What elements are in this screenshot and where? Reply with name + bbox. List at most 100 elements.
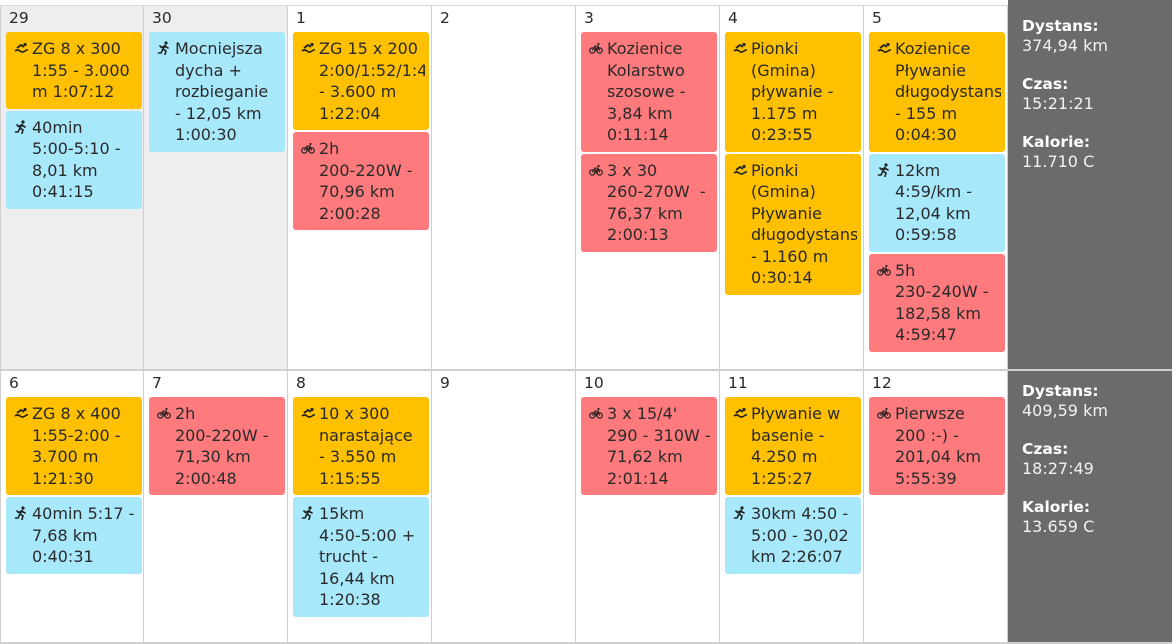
day-number: 29 (9, 9, 29, 27)
workout-text: Pływanie w basenie - 4.250 m 1:25:27 (751, 404, 841, 488)
workout-text: 2h 200-220W - 71,30 km 2:00:48 (175, 404, 269, 488)
bike-icon (589, 162, 603, 176)
workout-text: ZG 8 x 400 1:55-2:00 - 3.700 m 1:21:30 (32, 404, 121, 488)
bike-workout[interactable]: 3 x 15/4' 290 - 310W - 71,62 km 2:01:14 (581, 397, 717, 495)
swim-icon (877, 40, 892, 54)
bike-icon (157, 405, 171, 419)
workout-text: 40min 5:17 - 7,68 km 0:40:31 (32, 504, 135, 566)
day-number: 1 (296, 9, 306, 27)
swim-workout[interactable]: ZG 15 x 200 2:00/1:52/1:4 - 3.600 m 1:22… (293, 32, 429, 130)
day-cell[interactable]: 8 10 x 300 narastające - 3.550 m 1:15:55 1… (288, 371, 432, 644)
bike-icon (589, 405, 603, 419)
swim-workout[interactable]: Pionki (Gmina) Pływanie długodystans - 1… (725, 153, 861, 295)
previous-week-edge (0, 0, 1008, 6)
swim-icon (733, 40, 748, 54)
run-icon (733, 505, 747, 521)
workout-text: Kozienice Pływanie długodystans - 155 m … (895, 39, 1001, 144)
day-cell[interactable]: 4 Pionki (Gmina) pływanie - 1.175 m 0:23:… (720, 6, 864, 371)
day-number: 8 (296, 374, 306, 392)
distance-value: 374,94 km (1022, 36, 1108, 55)
time-value: 15:21:21 (1022, 94, 1094, 113)
run-icon (14, 505, 28, 521)
time-value: 18:27:49 (1022, 459, 1094, 478)
day-number: 7 (152, 374, 162, 392)
workout-text: 30km 4:50 - 5:00 - 30,02 km 2:26:07 (751, 504, 849, 566)
workout-text: 10 x 300 narastające - 3.550 m 1:15:55 (319, 404, 413, 488)
day-cell[interactable]: 29 ZG 8 x 300 1:55 - 3.000 m 1:07:12 40min… (0, 6, 144, 371)
run-icon (877, 162, 891, 177)
run-icon (157, 40, 171, 56)
time-label: Czas: (1022, 75, 1069, 93)
distance-value: 409,59 km (1022, 401, 1108, 420)
day-number: 11 (728, 374, 748, 392)
bike-workout[interactable]: Pierwsze 200 :-) - 201,04 km 5:55:39 (869, 397, 1005, 495)
swim-icon (301, 40, 316, 54)
swim-workout[interactable]: ZG 8 x 400 1:55-2:00 - 3.700 m 1:21:30 (6, 397, 142, 495)
bike-icon (301, 140, 315, 154)
run-workout[interactable]: 15km 4:50-5:00 + trucht - 16,44 km 1:20:… (293, 497, 429, 617)
swim-workout[interactable]: Pływanie w basenie - 4.250 m 1:25:27 (725, 397, 861, 495)
swim-icon (733, 162, 748, 176)
run-icon (301, 505, 315, 521)
day-cell[interactable]: 12 Pierwsze 200 :-) - 201,04 km 5:55:39 (864, 371, 1008, 644)
bike-icon (877, 262, 891, 276)
workout-text: 2h 200-220W - 70,96 km 2:00:28 (319, 139, 413, 223)
day-cell[interactable]: 5 Kozienice Pływanie długodystans - 155 m… (864, 6, 1008, 371)
workout-text: Pionki (Gmina) Pływanie długodystans - 1… (751, 160, 857, 288)
workout-text: 5h 230-240W - 182,58 km 4:59:47 (895, 260, 989, 345)
bike-icon (589, 40, 603, 54)
day-number: 30 (152, 9, 172, 27)
swim-workout[interactable]: ZG 8 x 300 1:55 - 3.000 m 1:07:12 (6, 32, 142, 109)
distance-label: Dystans: (1022, 382, 1099, 400)
day-number: 12 (872, 374, 892, 392)
day-cell[interactable]: 7 2h 200-220W - 71,30 km 2:00:48 (144, 371, 288, 644)
workout-text: Pierwsze 200 :-) - 201,04 km 5:55:39 (895, 404, 981, 488)
bike-workout[interactable]: 2h 200-220W - 71,30 km 2:00:48 (149, 397, 285, 495)
workout-text: 12km 4:59/km - 12,04 km 0:59:58 (895, 160, 973, 245)
day-number: 4 (728, 9, 738, 27)
day-cell[interactable]: 11 Pływanie w basenie - 4.250 m 1:25:27 30… (720, 371, 864, 644)
bike-workout[interactable]: 2h 200-220W - 70,96 km 2:00:28 (293, 132, 429, 230)
run-workout[interactable]: 40min 5:00-5:10 - 8,01 km 0:41:15 (6, 110, 142, 209)
calories-label: Kalorie: (1022, 498, 1091, 516)
bike-workout[interactable]: 5h 230-240W - 182,58 km 4:59:47 (869, 253, 1005, 352)
swim-workout[interactable]: Kozienice Pływanie długodystans - 155 m … (869, 32, 1005, 152)
workout-text: 15km 4:50-5:00 + trucht - 16,44 km 1:20:… (319, 504, 416, 609)
day-cell[interactable]: 9 (432, 371, 576, 644)
calories-value: 11.710 C (1022, 152, 1095, 171)
workout-text: Pionki (Gmina) pływanie - 1.175 m 0:23:5… (751, 39, 834, 144)
day-cell[interactable]: 2 (432, 6, 576, 371)
workout-text: Kozienice Kolarstwo szosowe - 3,84 km 0:… (607, 39, 686, 144)
run-workout[interactable]: 12km 4:59/km - 12,04 km 0:59:58 (869, 153, 1005, 252)
week-summary: Dystans: 409,59 km Czas: 18:27:49 Kalori… (1008, 371, 1172, 644)
run-workout[interactable]: 40min 5:17 - 7,68 km 0:40:31 (6, 497, 142, 574)
day-cell[interactable]: 1 ZG 15 x 200 2:00/1:52/1:4 - 3.600 m 1:2… (288, 6, 432, 371)
workout-text: ZG 15 x 200 2:00/1:52/1:4 - 3.600 m 1:22… (319, 39, 425, 123)
workout-text: 40min 5:00-5:10 - 8,01 km 0:41:15 (32, 117, 121, 202)
day-number: 9 (440, 374, 450, 392)
swim-workout[interactable]: 10 x 300 narastające - 3.550 m 1:15:55 (293, 397, 429, 495)
workout-text: 3 x 15/4' 290 - 310W - 71,62 km 2:01:14 (607, 404, 711, 488)
swim-workout[interactable]: Pionki (Gmina) pływanie - 1.175 m 0:23:5… (725, 32, 861, 152)
swim-icon (14, 40, 29, 54)
day-cell[interactable]: 30 Mocniejsza dycha + rozbieganie - 12,05… (144, 6, 288, 371)
bike-workout[interactable]: 3 x 30 260-270W - 76,37 km 2:00:13 (581, 153, 717, 252)
calories-value: 13.659 C (1022, 517, 1095, 536)
time-label: Czas: (1022, 440, 1069, 458)
run-workout[interactable]: 30km 4:50 - 5:00 - 30,02 km 2:26:07 (725, 497, 861, 574)
day-cell[interactable]: 3 Kozienice Kolarstwo szosowe - 3,84 km 0… (576, 6, 720, 371)
day-cell[interactable]: 6 ZG 8 x 400 1:55-2:00 - 3.700 m 1:21:30 4… (0, 371, 144, 644)
day-number: 2 (440, 9, 450, 27)
day-number: 3 (584, 9, 594, 27)
swim-icon (733, 405, 748, 419)
swim-icon (14, 405, 29, 419)
run-workout[interactable]: Mocniejsza dycha + rozbieganie - 12,05 k… (149, 32, 285, 152)
bike-workout[interactable]: Kozienice Kolarstwo szosowe - 3,84 km 0:… (581, 32, 717, 152)
day-number: 6 (9, 374, 19, 392)
workout-text: ZG 8 x 300 1:55 - 3.000 m 1:07:12 (32, 39, 130, 101)
day-cell[interactable]: 10 3 x 15/4' 290 - 310W - 71,62 km 2:01:1… (576, 371, 720, 644)
bike-icon (877, 405, 891, 419)
previous-week-summary-edge (1008, 0, 1172, 6)
swim-icon (301, 405, 316, 419)
